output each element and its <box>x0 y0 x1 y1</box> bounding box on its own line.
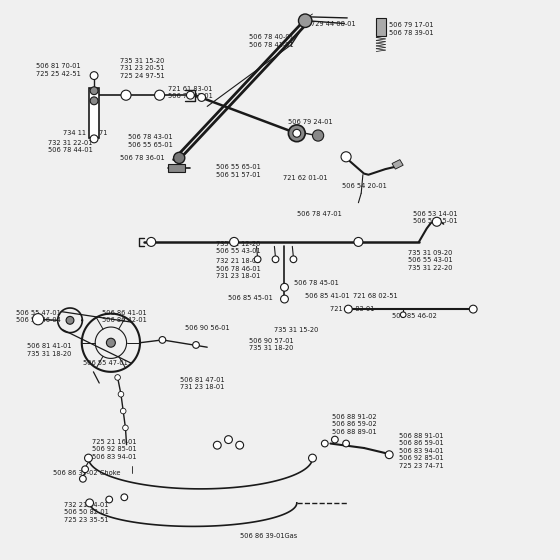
Text: 506 86 39-01Gas: 506 86 39-01Gas <box>240 534 297 539</box>
Text: 506 85 45-01: 506 85 45-01 <box>228 295 273 301</box>
Text: 725 21 16-01
506 92 85-01
506 83 94-01: 725 21 16-01 506 92 85-01 506 83 94-01 <box>92 438 137 460</box>
Text: 506 78 43-01
506 55 65-01: 506 78 43-01 506 55 65-01 <box>128 134 172 148</box>
Text: 734 11 77-71: 734 11 77-71 <box>63 130 107 136</box>
Circle shape <box>106 338 115 347</box>
Circle shape <box>123 425 128 431</box>
Circle shape <box>309 454 316 462</box>
Circle shape <box>106 496 113 503</box>
Text: 735 31 12-20
506 55 43-01: 735 31 12-20 506 55 43-01 <box>216 241 260 254</box>
Circle shape <box>147 237 156 246</box>
Circle shape <box>155 90 165 100</box>
Text: 506 81 70-01
725 25 42-51: 506 81 70-01 725 25 42-51 <box>36 63 81 77</box>
Circle shape <box>332 436 338 443</box>
Text: 732 21 18-01
506 78 46-01
731 23 18-01: 732 21 18-01 506 78 46-01 731 23 18-01 <box>216 258 260 279</box>
Text: 735 31 15-20: 735 31 15-20 <box>274 328 319 333</box>
Circle shape <box>344 305 352 313</box>
Text: 506 86 39-02 Choke: 506 86 39-02 Choke <box>53 470 121 476</box>
Text: 735 31 09-20
506 55 43-01
735 31 22-20: 735 31 09-20 506 55 43-01 735 31 22-20 <box>408 250 452 271</box>
Text: 732 21 14-01
506 50 82-01
725 23 35-51: 732 21 14-01 506 50 82-01 725 23 35-51 <box>64 502 109 523</box>
Circle shape <box>80 475 86 482</box>
Circle shape <box>159 337 166 343</box>
Text: 506 78 36-01: 506 78 36-01 <box>120 155 165 161</box>
Circle shape <box>90 87 98 95</box>
Circle shape <box>290 256 297 263</box>
Text: 506 88 91-02
506 86 59-02
506 88 89-01: 506 88 91-02 506 86 59-02 506 88 89-01 <box>332 414 376 435</box>
Circle shape <box>213 441 221 449</box>
Circle shape <box>198 94 206 101</box>
Text: 506 85 41-01: 506 85 41-01 <box>305 293 350 298</box>
Circle shape <box>85 454 92 462</box>
Text: 732 31 22-01
506 78 44-01: 732 31 22-01 506 78 44-01 <box>48 140 92 153</box>
Circle shape <box>281 295 288 303</box>
Circle shape <box>115 375 120 380</box>
Circle shape <box>32 314 44 325</box>
Text: 735 31 15-20
731 23 20-51
725 24 97-51: 735 31 15-20 731 23 20-51 725 24 97-51 <box>120 58 165 79</box>
Circle shape <box>120 408 126 414</box>
Text: 721 61 83-01: 721 61 83-01 <box>330 306 375 312</box>
Polygon shape <box>392 160 403 169</box>
Text: 506 79 24-01: 506 79 24-01 <box>288 119 333 125</box>
Bar <box>89 88 99 138</box>
Text: 506 53 14-01
506 53 15-01: 506 53 14-01 506 53 15-01 <box>413 211 458 224</box>
Text: 506 78 45-01: 506 78 45-01 <box>294 280 339 286</box>
Circle shape <box>432 217 441 226</box>
Circle shape <box>281 283 288 291</box>
Text: 506 85 46-02: 506 85 46-02 <box>392 314 437 319</box>
Circle shape <box>321 440 328 447</box>
Text: 506 90 56-01: 506 90 56-01 <box>185 325 230 330</box>
Text: 506 81 41-01
735 31 18-20: 506 81 41-01 735 31 18-20 <box>27 343 71 357</box>
Circle shape <box>312 130 324 141</box>
Circle shape <box>186 91 194 99</box>
Text: 506 54 20-01: 506 54 20-01 <box>342 183 386 189</box>
Circle shape <box>354 237 363 246</box>
Circle shape <box>193 342 199 348</box>
Circle shape <box>66 316 74 324</box>
Circle shape <box>225 436 232 444</box>
Circle shape <box>288 125 305 142</box>
Circle shape <box>90 72 98 80</box>
Circle shape <box>341 152 351 162</box>
Circle shape <box>121 90 131 100</box>
Text: 721 68 02-51: 721 68 02-51 <box>353 293 398 298</box>
Text: 506 90 57-01
735 31 18-20: 506 90 57-01 735 31 18-20 <box>249 338 294 351</box>
Text: 506 88 91-01
506 86 59-01
506 83 94-01
506 92 85-01
725 23 74-71: 506 88 91-01 506 86 59-01 506 83 94-01 5… <box>399 433 444 469</box>
Circle shape <box>298 14 312 27</box>
Text: 506 55 65-01
506 51 57-01: 506 55 65-01 506 51 57-01 <box>216 164 260 178</box>
Text: 506 55 47-01: 506 55 47-01 <box>83 360 128 366</box>
Circle shape <box>343 440 349 447</box>
Circle shape <box>272 256 279 263</box>
Circle shape <box>293 129 301 137</box>
Text: 506 79 17-01
506 78 39-01: 506 79 17-01 506 78 39-01 <box>389 22 433 36</box>
Bar <box>168 164 185 172</box>
Circle shape <box>174 152 185 164</box>
Circle shape <box>385 451 393 459</box>
Circle shape <box>82 466 88 473</box>
Circle shape <box>400 312 406 318</box>
Circle shape <box>254 256 261 263</box>
Circle shape <box>118 391 124 397</box>
Text: 506 55 47-01
506 55 46-04: 506 55 47-01 506 55 46-04 <box>16 310 60 323</box>
Text: 506 86 41-01
506 86 42-01: 506 86 41-01 506 86 42-01 <box>102 310 147 323</box>
Text: 729 44 08-01: 729 44 08-01 <box>311 21 356 26</box>
Circle shape <box>121 494 128 501</box>
Text: 506 81 47-01
731 23 18-01: 506 81 47-01 731 23 18-01 <box>180 377 225 390</box>
Circle shape <box>86 499 94 507</box>
Circle shape <box>90 97 98 105</box>
Circle shape <box>230 237 239 246</box>
Text: 721 62 01-01: 721 62 01-01 <box>283 175 327 181</box>
Bar <box>376 18 386 36</box>
Text: 721 61 83-01
506 78 42-01: 721 61 83-01 506 78 42-01 <box>168 86 213 99</box>
Circle shape <box>236 441 244 449</box>
Circle shape <box>469 305 477 313</box>
Text: 506 78 47-01: 506 78 47-01 <box>297 211 342 217</box>
Circle shape <box>90 135 98 143</box>
Text: 506 78 40-01
506 78 41-01: 506 78 40-01 506 78 41-01 <box>249 34 294 48</box>
